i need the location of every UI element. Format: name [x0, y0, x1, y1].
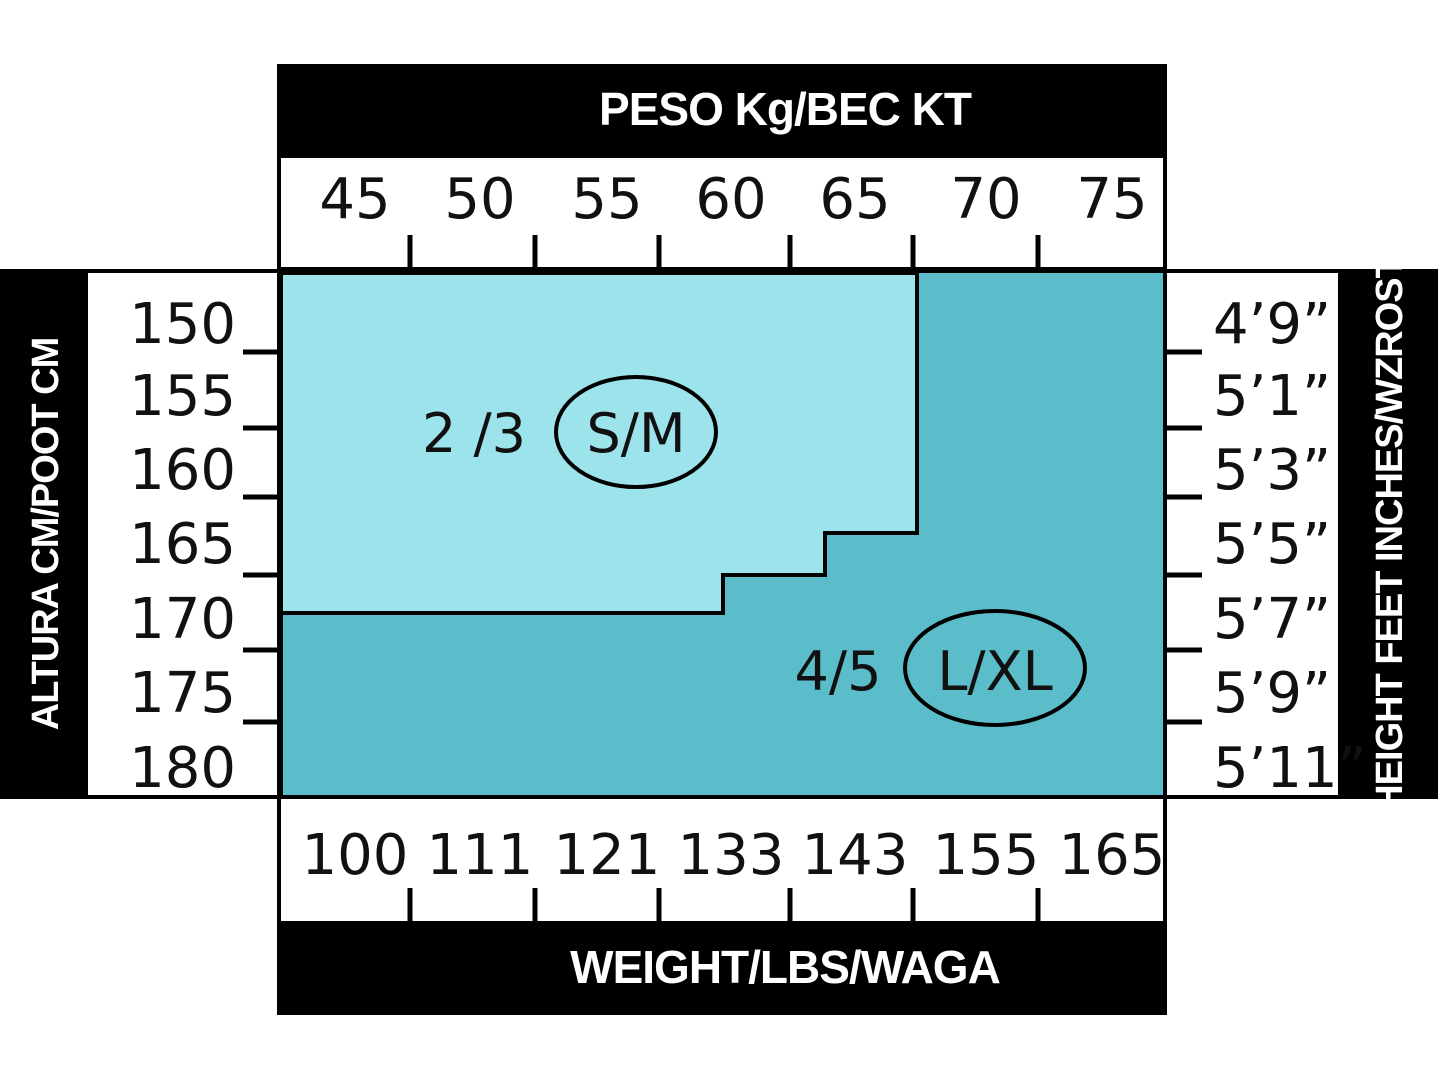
- bottom-header-bar: [277, 923, 1167, 1015]
- x-lbs-tick-label: 143: [802, 823, 909, 888]
- tick-marks: [243, 235, 1202, 923]
- size-number-l-xl: 4/5: [795, 640, 882, 703]
- left-scale-frame: [84, 269, 281, 799]
- y-cm-tick-label: 175: [129, 661, 236, 726]
- top-scale-frame: [277, 154, 1167, 271]
- right-scale-frame: [1163, 269, 1342, 799]
- plot-border: [279, 269, 1167, 799]
- x-kg-tick-label: 70: [950, 167, 1021, 232]
- y-cm-tick-label: 180: [129, 736, 236, 801]
- left-header-bar: [0, 269, 86, 799]
- x-kg-tick-label: 55: [571, 167, 642, 232]
- y-cm-tick-label: 165: [129, 512, 236, 577]
- size-letters-l-xl: L/XL: [937, 640, 1052, 703]
- y-ft-tick-label: 5’5”: [1213, 512, 1331, 577]
- x-kg-tick-label: 50: [444, 167, 515, 232]
- bottom-title: WEIGHT/LBS/WAGA: [570, 941, 1000, 993]
- x-lbs-tick-label: 121: [554, 823, 661, 888]
- top-header-bar: [277, 64, 1167, 156]
- y-cm-tick-label: 150: [129, 292, 236, 357]
- tick-labels: 45 50 55 60 65 70 75 100 111 121 133 143 155 165 150 15…: [129, 167, 1367, 888]
- x-lbs-tick-label: 155: [933, 823, 1040, 888]
- y-cm-tick-label: 170: [129, 587, 236, 652]
- y-ft-tick-label: 5’3”: [1213, 438, 1331, 503]
- x-lbs-tick-label: 133: [678, 823, 785, 888]
- y-ft-tick-label: 5’1”: [1213, 364, 1331, 429]
- x-kg-tick-label: 75: [1076, 167, 1147, 232]
- y-ft-tick-label: 5’9”: [1213, 661, 1331, 726]
- x-kg-tick-label: 45: [319, 167, 390, 232]
- x-kg-tick-label: 65: [819, 167, 890, 232]
- size-oval-s-m: [554, 375, 718, 489]
- size-number-s-m: 2 /3: [422, 402, 526, 465]
- size-oval-l-xl: [903, 609, 1087, 727]
- y-ft-tick-label: 4’9”: [1213, 292, 1331, 357]
- right-header-bar: [1340, 269, 1438, 799]
- y-cm-tick-label: 160: [129, 438, 236, 503]
- y-ft-tick-label: 5’7”: [1213, 587, 1331, 652]
- x-lbs-tick-label: 165: [1059, 823, 1166, 888]
- size-letters-s-m: S/M: [586, 402, 685, 465]
- right-title: HEIGHT FEET INCHES/WZROST: [1369, 255, 1411, 811]
- y-cm-tick-label: 155: [129, 364, 236, 429]
- left-title: ALTURA CM/POOT CM: [25, 338, 67, 731]
- x-kg-tick-label: 60: [695, 167, 766, 232]
- y-ft-tick-label: 5’11”: [1213, 736, 1367, 801]
- x-lbs-tick-label: 100: [302, 823, 409, 888]
- x-lbs-tick-label: 111: [427, 823, 534, 888]
- top-title: PESO Kg/BEC KT: [599, 83, 972, 135]
- region-s-m: [279, 271, 919, 615]
